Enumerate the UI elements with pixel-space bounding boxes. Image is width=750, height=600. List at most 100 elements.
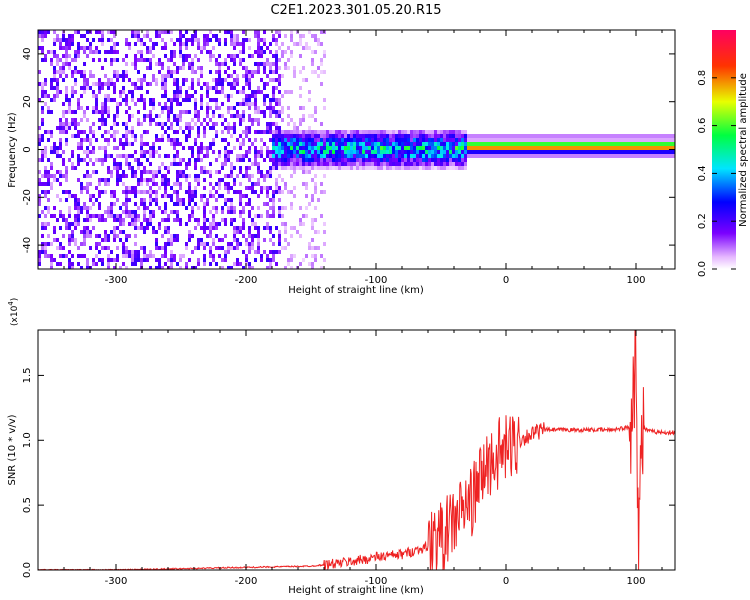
heatmap-cell	[221, 114, 224, 118]
heatmap-cell	[278, 82, 281, 86]
heatmap-cell	[101, 162, 104, 166]
heatmap-cell	[632, 154, 635, 158]
heatmap-cell	[167, 154, 170, 158]
heatmap-cell	[74, 194, 77, 198]
heatmap-cell	[623, 154, 626, 158]
heatmap-cell	[467, 146, 470, 150]
heatmap-cell	[38, 202, 41, 206]
heatmap-cell	[230, 42, 233, 46]
heatmap-cell	[320, 122, 323, 126]
heatmap-cell	[473, 138, 476, 142]
heatmap-cell	[185, 54, 188, 58]
heatmap-cell	[83, 218, 86, 222]
heatmap-cell	[245, 170, 248, 174]
heatmap-cell	[164, 210, 167, 214]
heatmap-cell	[83, 110, 86, 114]
heatmap-cell	[200, 166, 203, 170]
heatmap-cell	[377, 138, 380, 142]
colorbar-axes: 0.00.20.40.60.8	[697, 70, 736, 277]
heatmap-cell	[68, 38, 71, 42]
heatmap-cell	[218, 62, 221, 66]
heatmap-cell	[77, 206, 80, 210]
heatmap-cell	[116, 146, 119, 150]
heatmap-cell	[233, 114, 236, 118]
heatmap-cell	[92, 122, 95, 126]
heatmap-cell	[206, 114, 209, 118]
heatmap-cell	[173, 202, 176, 206]
heatmap-cell	[662, 146, 665, 150]
heatmap-cell	[419, 134, 422, 138]
heatmap-cell	[71, 262, 74, 266]
heatmap-cell	[482, 154, 485, 158]
heatmap-cell	[590, 154, 593, 158]
heatmap-cell	[410, 154, 413, 158]
snr-series-line	[38, 330, 675, 570]
heatmap-cell	[224, 150, 227, 154]
heatmap-cell	[326, 150, 329, 154]
heatmap-cell	[101, 262, 104, 266]
heatmap-cell	[53, 86, 56, 90]
heatmap-cell	[434, 138, 437, 142]
heatmap-cell	[116, 254, 119, 258]
heatmap-cell	[188, 202, 191, 206]
heatmap-cell	[233, 218, 236, 222]
colorbar-tick-label: 0.2	[697, 213, 708, 229]
heatmap-cell	[461, 130, 464, 134]
heatmap-cell	[194, 98, 197, 102]
heatmap-cell	[131, 210, 134, 214]
heatmap-cell	[248, 106, 251, 110]
heatmap-cell	[233, 126, 236, 130]
heatmap-cell	[584, 134, 587, 138]
heatmap-cell	[350, 154, 353, 158]
heatmap-cell	[320, 266, 323, 269]
heatmap-cell	[263, 50, 266, 54]
heatmap-cell	[38, 138, 41, 142]
heatmap-cell	[245, 254, 248, 258]
heatmap-cell	[53, 206, 56, 210]
heatmap-cell	[254, 190, 257, 194]
heatmap-cell	[95, 30, 98, 34]
heatmap-cell	[287, 106, 290, 110]
heatmap-cell	[620, 142, 623, 146]
heatmap-cell	[140, 246, 143, 250]
heatmap-cell	[248, 114, 251, 118]
heatmap-cell	[212, 186, 215, 190]
heatmap-cell	[125, 174, 128, 178]
heatmap-cell	[104, 182, 107, 186]
heatmap-cell	[284, 130, 287, 134]
heatmap-cell	[644, 134, 647, 138]
heatmap-cell	[176, 142, 179, 146]
heatmap-cell	[323, 106, 326, 110]
heatmap-cell	[194, 246, 197, 250]
heatmap-cell	[206, 218, 209, 222]
heatmap-cell	[578, 146, 581, 150]
heatmap-cell	[254, 162, 257, 166]
spectrogram-cells	[38, 30, 675, 269]
heatmap-cell	[92, 146, 95, 150]
heatmap-cell	[125, 102, 128, 106]
heatmap-cell	[98, 158, 101, 162]
heatmap-cell	[263, 250, 266, 254]
heatmap-cell	[77, 198, 80, 202]
heatmap-cell	[485, 150, 488, 154]
heatmap-cell	[95, 186, 98, 190]
heatmap-cell	[44, 170, 47, 174]
heatmap-cell	[62, 130, 65, 134]
heatmap-cell	[398, 162, 401, 166]
heatmap-cell	[221, 266, 224, 269]
heatmap-cell	[116, 162, 119, 166]
heatmap-cell	[239, 182, 242, 186]
heatmap-cell	[68, 66, 71, 70]
heatmap-cell	[380, 158, 383, 162]
heatmap-cell	[257, 34, 260, 38]
heatmap-cell	[176, 154, 179, 158]
heatmap-cell	[641, 138, 644, 142]
heatmap-cell	[194, 158, 197, 162]
heatmap-cell	[110, 38, 113, 42]
heatmap-cell	[410, 146, 413, 150]
heatmap-cell	[581, 154, 584, 158]
heatmap-cell	[431, 150, 434, 154]
heatmap-cell	[164, 262, 167, 266]
heatmap-cell	[347, 130, 350, 134]
heatmap-cell	[170, 106, 173, 110]
